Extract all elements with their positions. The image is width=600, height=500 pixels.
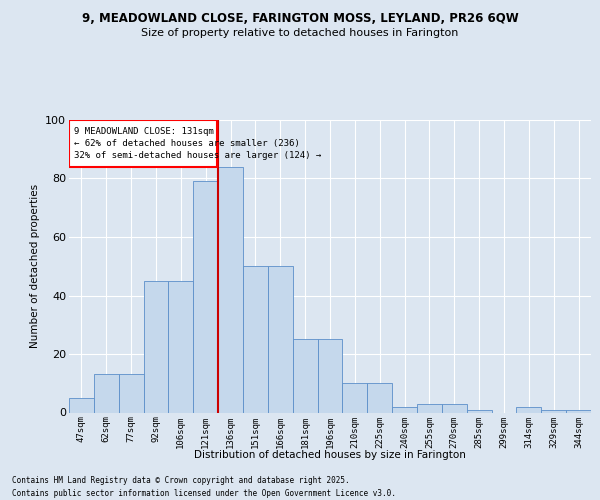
Text: Contains public sector information licensed under the Open Government Licence v3: Contains public sector information licen… [12, 488, 396, 498]
Bar [218, 167, 243, 412]
Bar [541, 410, 566, 412]
Bar [392, 406, 417, 412]
X-axis label: Distribution of detached houses by size in Farington: Distribution of detached houses by size … [194, 450, 466, 460]
Bar [119, 374, 143, 412]
Bar [69, 398, 94, 412]
Bar [193, 182, 218, 412]
Text: 9, MEADOWLAND CLOSE, FARINGTON MOSS, LEYLAND, PR26 6QW: 9, MEADOWLAND CLOSE, FARINGTON MOSS, LEY… [82, 12, 518, 26]
Bar [243, 266, 268, 412]
Bar [143, 281, 169, 412]
Bar [417, 404, 442, 412]
Bar [367, 383, 392, 412]
Bar [268, 266, 293, 412]
Bar [442, 404, 467, 412]
Bar [467, 410, 491, 412]
Bar [293, 340, 317, 412]
Text: 32% of semi-detached houses are larger (124) →: 32% of semi-detached houses are larger (… [74, 150, 321, 160]
Bar [69, 120, 217, 167]
Text: ← 62% of detached houses are smaller (236): ← 62% of detached houses are smaller (23… [74, 139, 300, 148]
Bar [517, 406, 541, 412]
Bar [566, 410, 591, 412]
Bar [317, 340, 343, 412]
Y-axis label: Number of detached properties: Number of detached properties [29, 184, 40, 348]
Text: 9 MEADOWLAND CLOSE: 131sqm: 9 MEADOWLAND CLOSE: 131sqm [74, 128, 214, 136]
Bar [94, 374, 119, 412]
Text: Contains HM Land Registry data © Crown copyright and database right 2025.: Contains HM Land Registry data © Crown c… [12, 476, 350, 485]
Bar [169, 281, 193, 412]
Bar [343, 383, 367, 412]
Text: Size of property relative to detached houses in Farington: Size of property relative to detached ho… [142, 28, 458, 38]
